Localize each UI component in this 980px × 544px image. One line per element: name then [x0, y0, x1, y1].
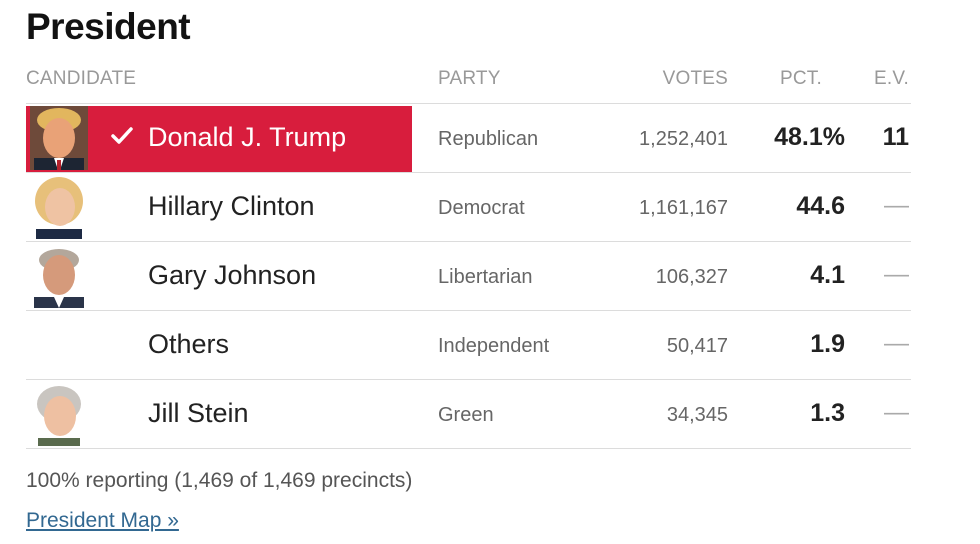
candidate-photo [30, 175, 88, 239]
candidate-ev: — [884, 329, 909, 357]
candidate-name: Hillary Clinton [148, 191, 315, 221]
candidate-ev: — [884, 398, 909, 426]
candidate-photo [30, 106, 88, 170]
candidate-votes: 34,345 [666, 404, 728, 426]
results-table: Donald J. Trump Republican 1,252,401 48.… [26, 103, 911, 449]
header-ev: E.V. [874, 68, 909, 89]
candidate-ev: 11 [882, 123, 909, 151]
candidate-pct: 4.1 [810, 261, 845, 289]
header-candidate: CANDIDATE [26, 68, 137, 89]
candidate-name: Jill Stein [148, 398, 249, 428]
header-votes: VOTES [662, 68, 728, 89]
candidate-party: Independent [438, 335, 550, 357]
candidate-name: Donald J. Trump [148, 122, 347, 152]
candidate-pct: 1.3 [810, 399, 845, 427]
table-row: Donald J. Trump Republican 1,252,401 48.… [26, 103, 911, 172]
table-row: Gary Johnson Libertarian 106,327 4.1 — [26, 241, 911, 310]
candidate-votes: 1,252,401 [639, 128, 728, 150]
president-map-link[interactable]: President Map » [26, 509, 179, 532]
candidate-votes: 50,417 [666, 335, 728, 357]
table-row: Hillary Clinton Democrat 1,161,167 44.6 … [26, 172, 911, 241]
candidate-name: Others [148, 329, 230, 359]
reporting-status: 100% reporting (1,469 of 1,469 precincts… [26, 469, 413, 492]
candidate-party: Libertarian [438, 266, 533, 288]
candidate-pct: 44.6 [796, 192, 845, 220]
candidate-photo [30, 244, 88, 308]
winner-highlight [26, 106, 412, 172]
candidate-ev: — [884, 260, 909, 288]
candidate-party: Republican [438, 128, 539, 150]
candidate-party: Democrat [438, 197, 525, 219]
candidate-pct: 1.9 [810, 330, 845, 358]
check-icon [111, 127, 133, 144]
table-row: Others Independent 50,417 1.9 — [26, 310, 911, 379]
header-party: PARTY [438, 68, 501, 89]
candidate-name: Gary Johnson [148, 260, 317, 290]
candidate-votes: 106,327 [655, 266, 728, 288]
candidate-votes: 1,161,167 [639, 197, 728, 219]
candidate-party: Green [438, 404, 494, 426]
candidate-pct: 48.1% [774, 123, 845, 151]
page-title: President [26, 6, 191, 47]
header-pct: PCT. [780, 68, 822, 89]
table-row: Jill Stein Green 34,345 1.3 — [26, 379, 911, 449]
candidate-ev: — [884, 191, 909, 219]
candidate-photo [30, 382, 88, 446]
